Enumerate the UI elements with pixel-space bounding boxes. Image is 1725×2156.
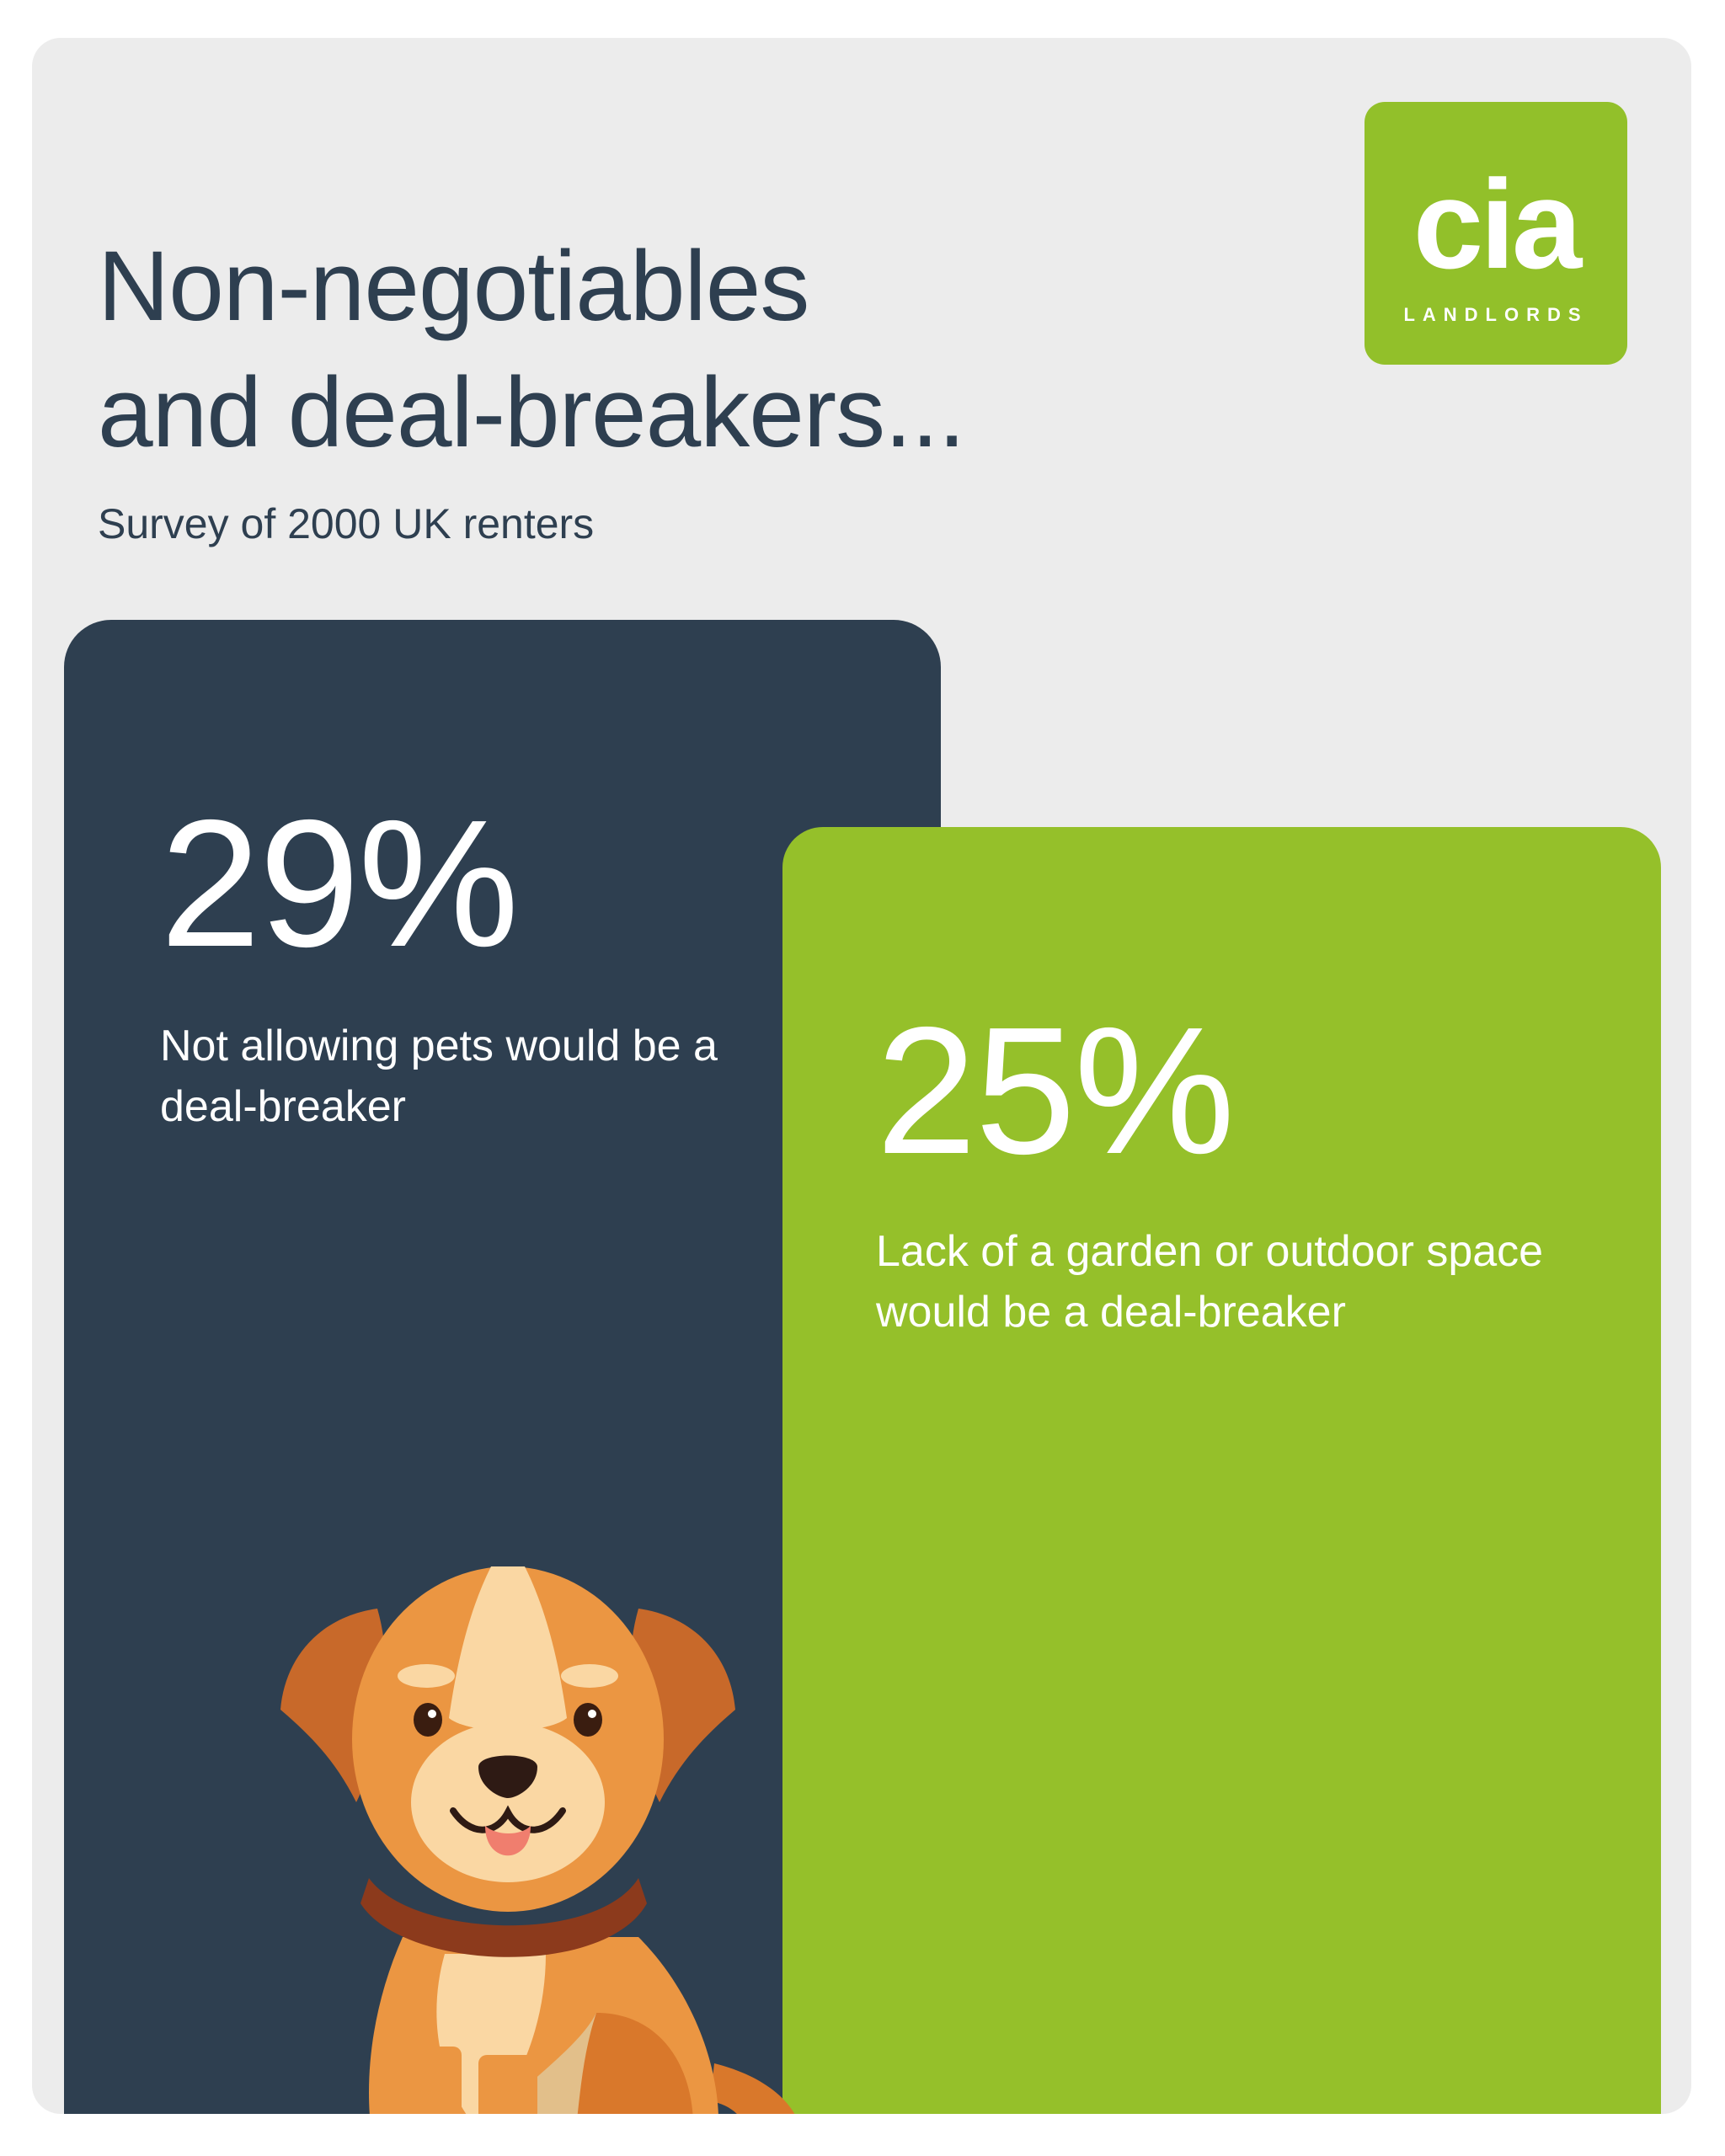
stat-value-garden: 25% (876, 989, 1235, 1192)
stat-description-garden: Lack of a garden or outdoor space would … (876, 1227, 1544, 1337)
logo-subtitle: LANDLORDS (1403, 304, 1589, 325)
stat-panel-garden: 25% Lack of a garden or outdoor space wo… (782, 827, 1661, 2114)
subtitle: Survey of 2000 UK renters (98, 500, 595, 547)
title-line-2: and deal-breakers... (98, 357, 965, 468)
dog-icon (280, 1566, 795, 2114)
infographic-card: Non-negotiables and deal-breakers... Sur… (32, 38, 1691, 2114)
page-title: Non-negotiables and deal-breakers... (98, 223, 965, 476)
cia-landlords-logo: cia LANDLORDS (1365, 102, 1627, 365)
stat-description-pets: Not allowing pets would be a deal-breake… (160, 1022, 718, 1131)
title-line-1: Non-negotiables (98, 231, 809, 342)
stat-value-pets: 29% (160, 782, 519, 985)
logo-wordmark: cia (1413, 153, 1583, 295)
